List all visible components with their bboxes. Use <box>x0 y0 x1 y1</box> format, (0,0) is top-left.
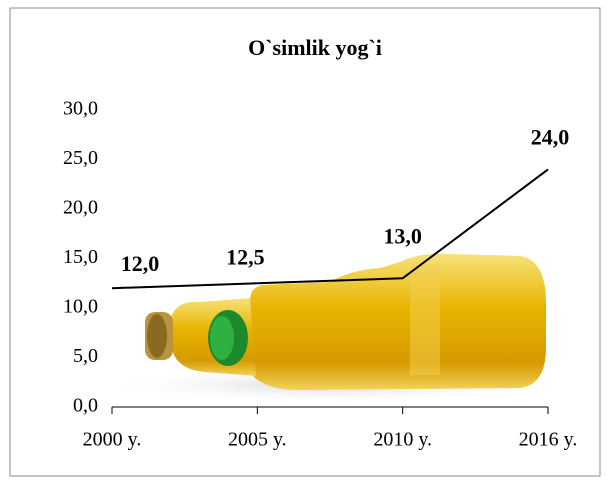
y-tick-label: 10,0 <box>63 296 98 318</box>
x-tick-label: 2010 y. <box>373 429 432 451</box>
y-tick-label: 20,0 <box>63 197 98 219</box>
y-tick-label: 30,0 <box>63 98 98 120</box>
data-label: 12,5 <box>226 244 265 269</box>
y-tick-label: 0,0 <box>73 395 98 417</box>
x-tick-label: 2000 y. <box>83 429 142 451</box>
bottle-illustration <box>100 253 560 403</box>
data-label: 12,0 <box>121 251 160 276</box>
y-tick-label: 15,0 <box>63 246 98 268</box>
x-tick-label: 2005 y. <box>228 429 287 451</box>
x-tick-label: 2016 y. <box>519 429 578 451</box>
chart-frame <box>9 7 601 477</box>
chart-title: O`simlik yog`i <box>248 35 382 60</box>
y-tick-label: 25,0 <box>63 147 98 169</box>
data-label: 24,0 <box>531 124 570 149</box>
line <box>111 168 549 290</box>
data-label: 13,0 <box>383 223 422 248</box>
y-tick-label: 5,0 <box>73 345 98 367</box>
